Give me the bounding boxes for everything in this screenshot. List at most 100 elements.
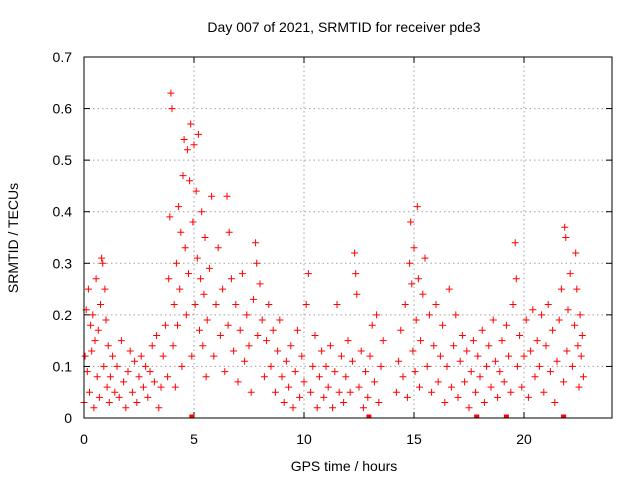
data-point [549, 326, 557, 334]
data-point [456, 357, 464, 365]
data-point [416, 383, 423, 391]
data-point [577, 352, 585, 360]
data-point [307, 388, 315, 396]
data-point [166, 213, 174, 221]
data-point [150, 378, 158, 386]
x-tick-label: 15 [406, 431, 422, 447]
data-point [161, 321, 169, 329]
data-point [298, 352, 306, 360]
data-point [498, 337, 506, 345]
data-point [278, 373, 286, 381]
data-point [224, 321, 232, 329]
data-point [348, 357, 356, 365]
data-point [511, 239, 519, 247]
data-point [538, 311, 546, 319]
data-point [232, 301, 240, 308]
data-point [555, 316, 563, 324]
data-point [379, 337, 387, 345]
data-point [84, 285, 92, 293]
data-point [101, 285, 109, 293]
data-point [564, 306, 572, 314]
data-point [551, 399, 559, 406]
data-point [401, 301, 409, 308]
data-point [410, 244, 418, 252]
data-point [133, 399, 141, 406]
data-point [463, 347, 471, 355]
data-point [139, 383, 147, 391]
data-point [267, 362, 275, 370]
data-point [373, 311, 381, 319]
data-point [241, 357, 249, 365]
data-point [203, 316, 211, 324]
data-point [579, 373, 587, 381]
data-point [540, 388, 548, 396]
data-point [88, 347, 96, 355]
data-point [230, 347, 238, 355]
data-point [340, 399, 348, 406]
data-point [282, 357, 290, 365]
data-point [344, 337, 352, 345]
data-point [274, 347, 282, 355]
data-point [199, 342, 207, 350]
data-point [265, 301, 273, 308]
zero-marker [474, 414, 480, 418]
data-point [131, 357, 139, 365]
data-point [465, 404, 473, 412]
data-point [331, 368, 339, 376]
zero-marker [503, 414, 509, 418]
data-point [137, 352, 145, 360]
data-point [326, 342, 334, 350]
data-point [411, 368, 419, 376]
data-point [368, 321, 376, 329]
data-point [496, 368, 504, 376]
data-point [155, 404, 163, 412]
data-point [212, 301, 220, 308]
data-point [192, 187, 200, 195]
data-point [522, 316, 530, 324]
data-point [287, 342, 295, 350]
data-point [178, 362, 186, 370]
data-point [575, 383, 583, 391]
data-point [487, 383, 495, 391]
data-point [507, 388, 515, 396]
data-point [236, 326, 244, 334]
data-point [412, 316, 420, 324]
data-point [313, 404, 321, 412]
data-point [124, 368, 132, 376]
data-point [524, 393, 532, 401]
data-point [276, 316, 284, 324]
data-point [513, 362, 521, 370]
data-point [289, 404, 297, 412]
data-point [271, 388, 279, 396]
data-point [304, 270, 312, 278]
data-point [436, 352, 444, 360]
data-point [333, 301, 341, 308]
data-point [458, 332, 466, 339]
data-point [153, 332, 161, 339]
y-tick-label: 0.6 [53, 101, 73, 117]
data-point [560, 378, 568, 386]
data-point [83, 368, 91, 376]
data-point [148, 342, 156, 350]
data-point [561, 223, 569, 231]
data-point [419, 290, 427, 298]
data-point [247, 388, 255, 396]
data-point [573, 285, 581, 293]
data-point [302, 301, 310, 308]
data-point [520, 352, 528, 360]
data-point [445, 285, 453, 293]
data-point [164, 373, 172, 381]
data-point [197, 275, 205, 283]
axis-ticks: 0 0.1 0.2 0.3 0.4 0.5 0.6 0.7 0 5 10 15 20 [53, 49, 612, 447]
data-point [322, 362, 330, 370]
data-point [452, 311, 460, 319]
x-tick-label: 0 [80, 431, 88, 447]
data-point [527, 347, 535, 355]
data-point [461, 378, 469, 386]
data-point [494, 393, 502, 401]
data-point [478, 326, 486, 334]
data-point [122, 404, 130, 412]
data-point [324, 383, 332, 391]
data-point [403, 393, 411, 401]
data-point [194, 130, 202, 138]
